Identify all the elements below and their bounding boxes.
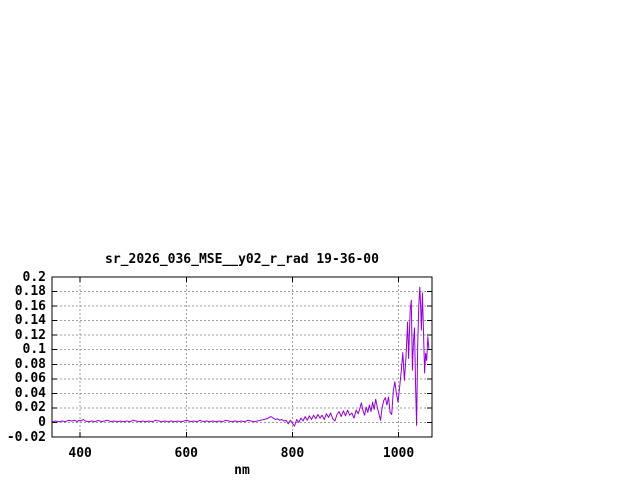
y-tick-label: 0 bbox=[38, 414, 46, 430]
x-tick-label: 1000 bbox=[382, 446, 415, 461]
y-tick-label: 0.14 bbox=[14, 313, 46, 329]
y-tick-label: -0.02 bbox=[6, 429, 46, 445]
y-tick-label: 0.12 bbox=[14, 327, 46, 343]
y-tick-label: 0.04 bbox=[14, 385, 46, 401]
spectrum-trace bbox=[52, 286, 430, 427]
y-tick-label: 0.08 bbox=[14, 356, 46, 372]
y-tick-label: 0.1 bbox=[22, 342, 46, 358]
x-tick-label: 400 bbox=[68, 446, 92, 461]
x-tick-label: 800 bbox=[280, 446, 305, 461]
chart-title: sr_2026_036_MSE__y02_r_rad 19-36-00 bbox=[105, 252, 379, 267]
plot-border bbox=[51, 276, 433, 438]
x-tick-label: 600 bbox=[174, 446, 199, 461]
y-tick-label: 0.16 bbox=[14, 298, 46, 314]
y-tick-label: 0.06 bbox=[14, 371, 46, 387]
y-tick-label: 0.18 bbox=[14, 284, 46, 300]
x-axis-label: nm bbox=[234, 463, 250, 478]
y-tick-label: 0.2 bbox=[22, 269, 46, 285]
y-tick-label: 0.02 bbox=[14, 400, 46, 416]
